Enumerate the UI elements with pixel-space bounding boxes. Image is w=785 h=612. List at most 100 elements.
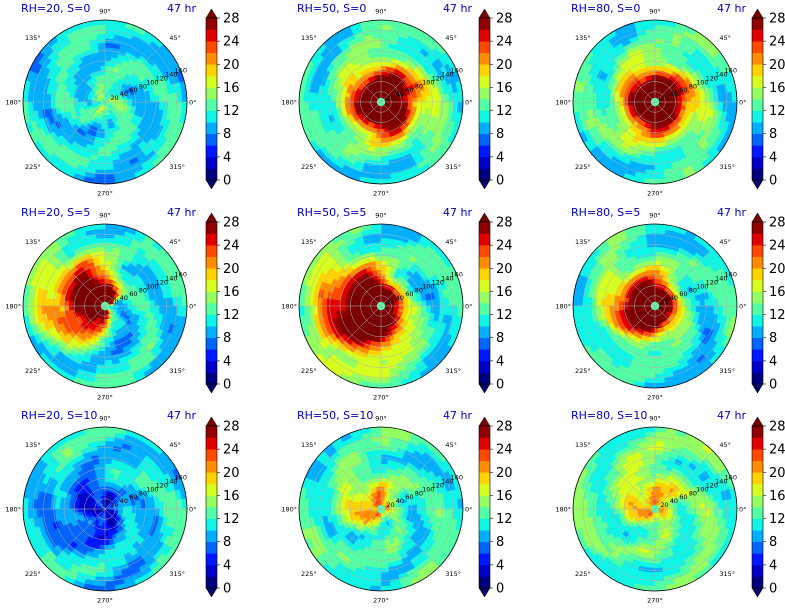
field-cell [654,42,664,49]
colorbar-tick-label: 16 [496,285,513,300]
colorbar-tick-label: 12 [496,104,513,119]
colorbar-segment [206,245,217,258]
field-cell [374,56,382,62]
panel-time: 47 hr [167,206,196,219]
field-cell [97,47,106,53]
field-cell [362,303,368,307]
colorbar-tick-label: 20 [496,58,513,73]
field-cell [654,287,658,293]
field-cell [374,142,382,148]
angle-tick-label: 270° [373,190,389,198]
field-cell [380,269,387,275]
field-cell [145,95,151,103]
field-cell [380,260,388,266]
field-cell [104,355,113,361]
field-cell [102,319,106,325]
radius-tick-label: 60 [405,86,413,94]
colorbar-segment [206,268,217,281]
colorbar-tick-label: 28 [496,216,513,231]
field-cell [149,299,156,307]
colorbar-segment [479,222,490,234]
angle-tick-label: 225° [301,367,317,375]
field-cell [380,346,388,352]
field-cell [118,305,124,309]
field-cell [654,51,662,58]
field-cell [378,319,382,325]
field-cell [59,299,65,307]
angle-tick-label: 315° [445,163,461,171]
field-cell [104,251,113,257]
field-cell [104,359,114,366]
colorbar-extend-max [478,8,491,19]
field-cell [104,255,112,262]
colorbar-segment [752,18,763,30]
field-cell [380,287,384,293]
grid-spoke [380,101,440,161]
colorbar-tick-label: 16 [769,81,785,96]
colorbar-segment [206,256,217,269]
colorbar-frame [478,17,491,181]
grid-spoke [104,43,164,103]
field-cell [430,305,436,314]
angle-tick-label: 135° [25,238,41,246]
field-cell [136,305,142,312]
field-cell [98,346,106,352]
colorbar-extend-min [478,383,491,394]
field-cell [97,251,106,257]
field-cell [372,246,382,253]
field-cell [376,332,382,339]
colorbar-tick-label: 16 [223,285,240,300]
colorbar-segment [752,156,763,169]
field-cell [104,146,112,153]
colorbar-tick-label: 4 [223,354,231,369]
colorbar-segment [752,87,763,100]
colorbar-tick-label: 0 [496,378,504,393]
field-cell [403,101,409,106]
colorbar-tick-label: 28 [496,12,513,27]
field-cell [374,350,382,357]
angle-tick-label: 315° [719,163,735,171]
grid-spoke [46,101,106,161]
field-cell [622,301,629,307]
colorbar-segment [479,122,490,135]
angle-tick-label: 225° [301,163,317,171]
field-cell [131,305,138,311]
field-cell [377,124,382,130]
radius-tick-label: 40 [120,294,128,302]
radius-tick-label: 100 [422,78,434,86]
field-cell [654,155,664,162]
field-cell [93,178,106,184]
field-cell [380,151,389,157]
field-cell [380,47,389,53]
field-cell [104,151,113,157]
radius-tick-label: 160 [451,271,463,279]
field-cell [648,56,656,62]
panel-title: RH=80, S=0 [571,2,640,15]
field-cell [372,155,382,162]
panel-time: 47 hr [717,2,746,15]
field-cell [54,299,61,307]
radius-tick-label: 20 [110,298,118,306]
angle-tick-label: 90° [375,8,387,16]
field-cell [362,99,368,103]
angle-tick-label: 315° [445,367,461,375]
field-cell [68,96,74,103]
field-cell [380,51,388,58]
colorbar-tick-label: 16 [496,81,513,96]
field-cell [374,255,382,262]
radius-tick-label: 160 [175,67,187,75]
colorbar-segment [479,87,490,100]
colorbar-tick-label: 4 [496,354,504,369]
field-cell [353,98,359,103]
colorbar-tick-label: 4 [496,150,504,165]
field-cell [45,101,52,111]
colorbar-tick-label: 28 [769,12,785,27]
field-cell [54,101,61,109]
field-cell [77,98,83,103]
field-cell [326,298,332,307]
field-cell [421,95,427,103]
field-cell [627,98,633,103]
radius-tick-label: 160 [175,271,187,279]
